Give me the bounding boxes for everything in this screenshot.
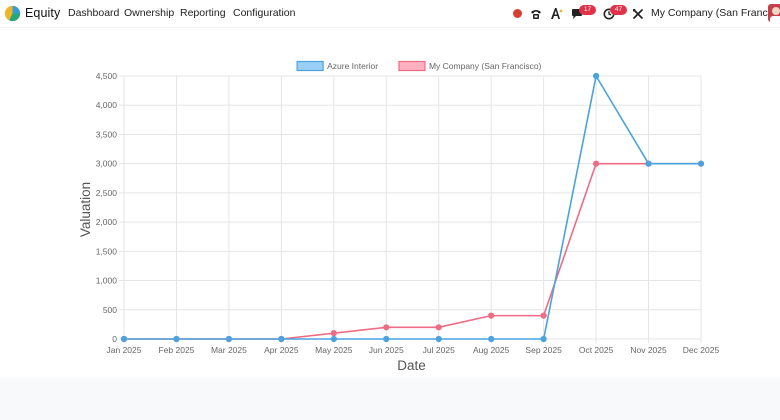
graph-view: 0 500 1,000 1,500 2,000 2,500 3,000 3,500 4,000 4… [0,28,780,378]
data-point [383,324,390,331]
y-tick-label: 2,500 [96,188,118,198]
x-tick-label: May 2025 [315,345,353,355]
y-tick-label: 3,000 [96,159,118,169]
phone-icon[interactable] [530,8,542,20]
messages-badge: 17 [579,5,596,15]
y-tick-label: 4,500 [96,71,118,81]
menu-ownership[interactable]: Ownership [124,7,175,19]
x-tick-label: Jan 2025 [107,345,142,355]
menu-dashboard[interactable]: Dashboard [68,7,120,19]
data-point [540,335,547,343]
data-point [592,72,600,80]
x-tick-label: Oct 2025 [579,345,614,355]
menu-configuration[interactable]: Configuration [233,7,296,19]
x-tick-label: Aug 2025 [473,345,510,355]
x-tick-label: Jul 2025 [423,345,455,355]
data-point [435,335,442,343]
data-point [645,160,652,167]
y-tick-label: 2,000 [96,217,118,227]
legend-label: My Company (San Francisco) [429,61,542,71]
y-tick-label: 1,000 [96,276,118,286]
x-tick-label: Dec 2025 [683,345,720,355]
data-point [540,312,547,319]
user-avatar[interactable] [768,4,780,22]
y-tick-label: 1,500 [96,246,118,256]
data-point [225,335,233,343]
tools-icon[interactable] [632,8,644,20]
x-tick-label: Apr 2025 [264,345,299,355]
data-point [697,160,705,167]
data-point [488,312,495,319]
x-axis-label: Date [397,358,426,373]
legend-swatch [398,60,426,72]
data-point [488,335,495,343]
data-point [330,335,337,343]
x-tick-label: Nov 2025 [630,345,667,355]
y-axis-label: Valuation [78,182,93,237]
data-point [383,335,390,343]
top-navbar: Equity Dashboard Ownership Reporting Con… [0,0,780,28]
data-point [173,335,180,343]
equity-app-icon[interactable] [4,5,21,22]
activities-badge: 47 [610,5,627,15]
data-point [592,160,600,167]
y-tick-label: 0 [112,334,117,344]
ai-icon[interactable] [550,7,564,20]
data-point [278,335,285,343]
app-name[interactable]: Equity [25,6,61,20]
y-tick-label: 500 [103,305,117,315]
data-point [435,324,442,331]
valuation-line-chart: 0 500 1,000 1,500 2,000 2,500 3,000 3,500 4,000 4… [78,60,720,373]
data-point [330,330,337,337]
legend-swatch [296,60,324,72]
x-tick-label: Jun 2025 [369,345,404,355]
x-tick-label: Mar 2025 [211,345,247,355]
menu-reporting[interactable]: Reporting [180,7,226,19]
x-tick-label: Feb 2025 [158,345,194,355]
series-line [124,75,701,340]
data-point [120,335,128,343]
company-switcher[interactable]: My Company (San Francisco) [651,7,780,19]
y-tick-label: 3,500 [96,129,118,139]
y-tick-label: 4,000 [96,100,118,110]
legend-label: Azure Interior [327,61,378,71]
x-tick-label: Sep 2025 [525,345,562,355]
status-dot-icon[interactable] [513,9,522,18]
